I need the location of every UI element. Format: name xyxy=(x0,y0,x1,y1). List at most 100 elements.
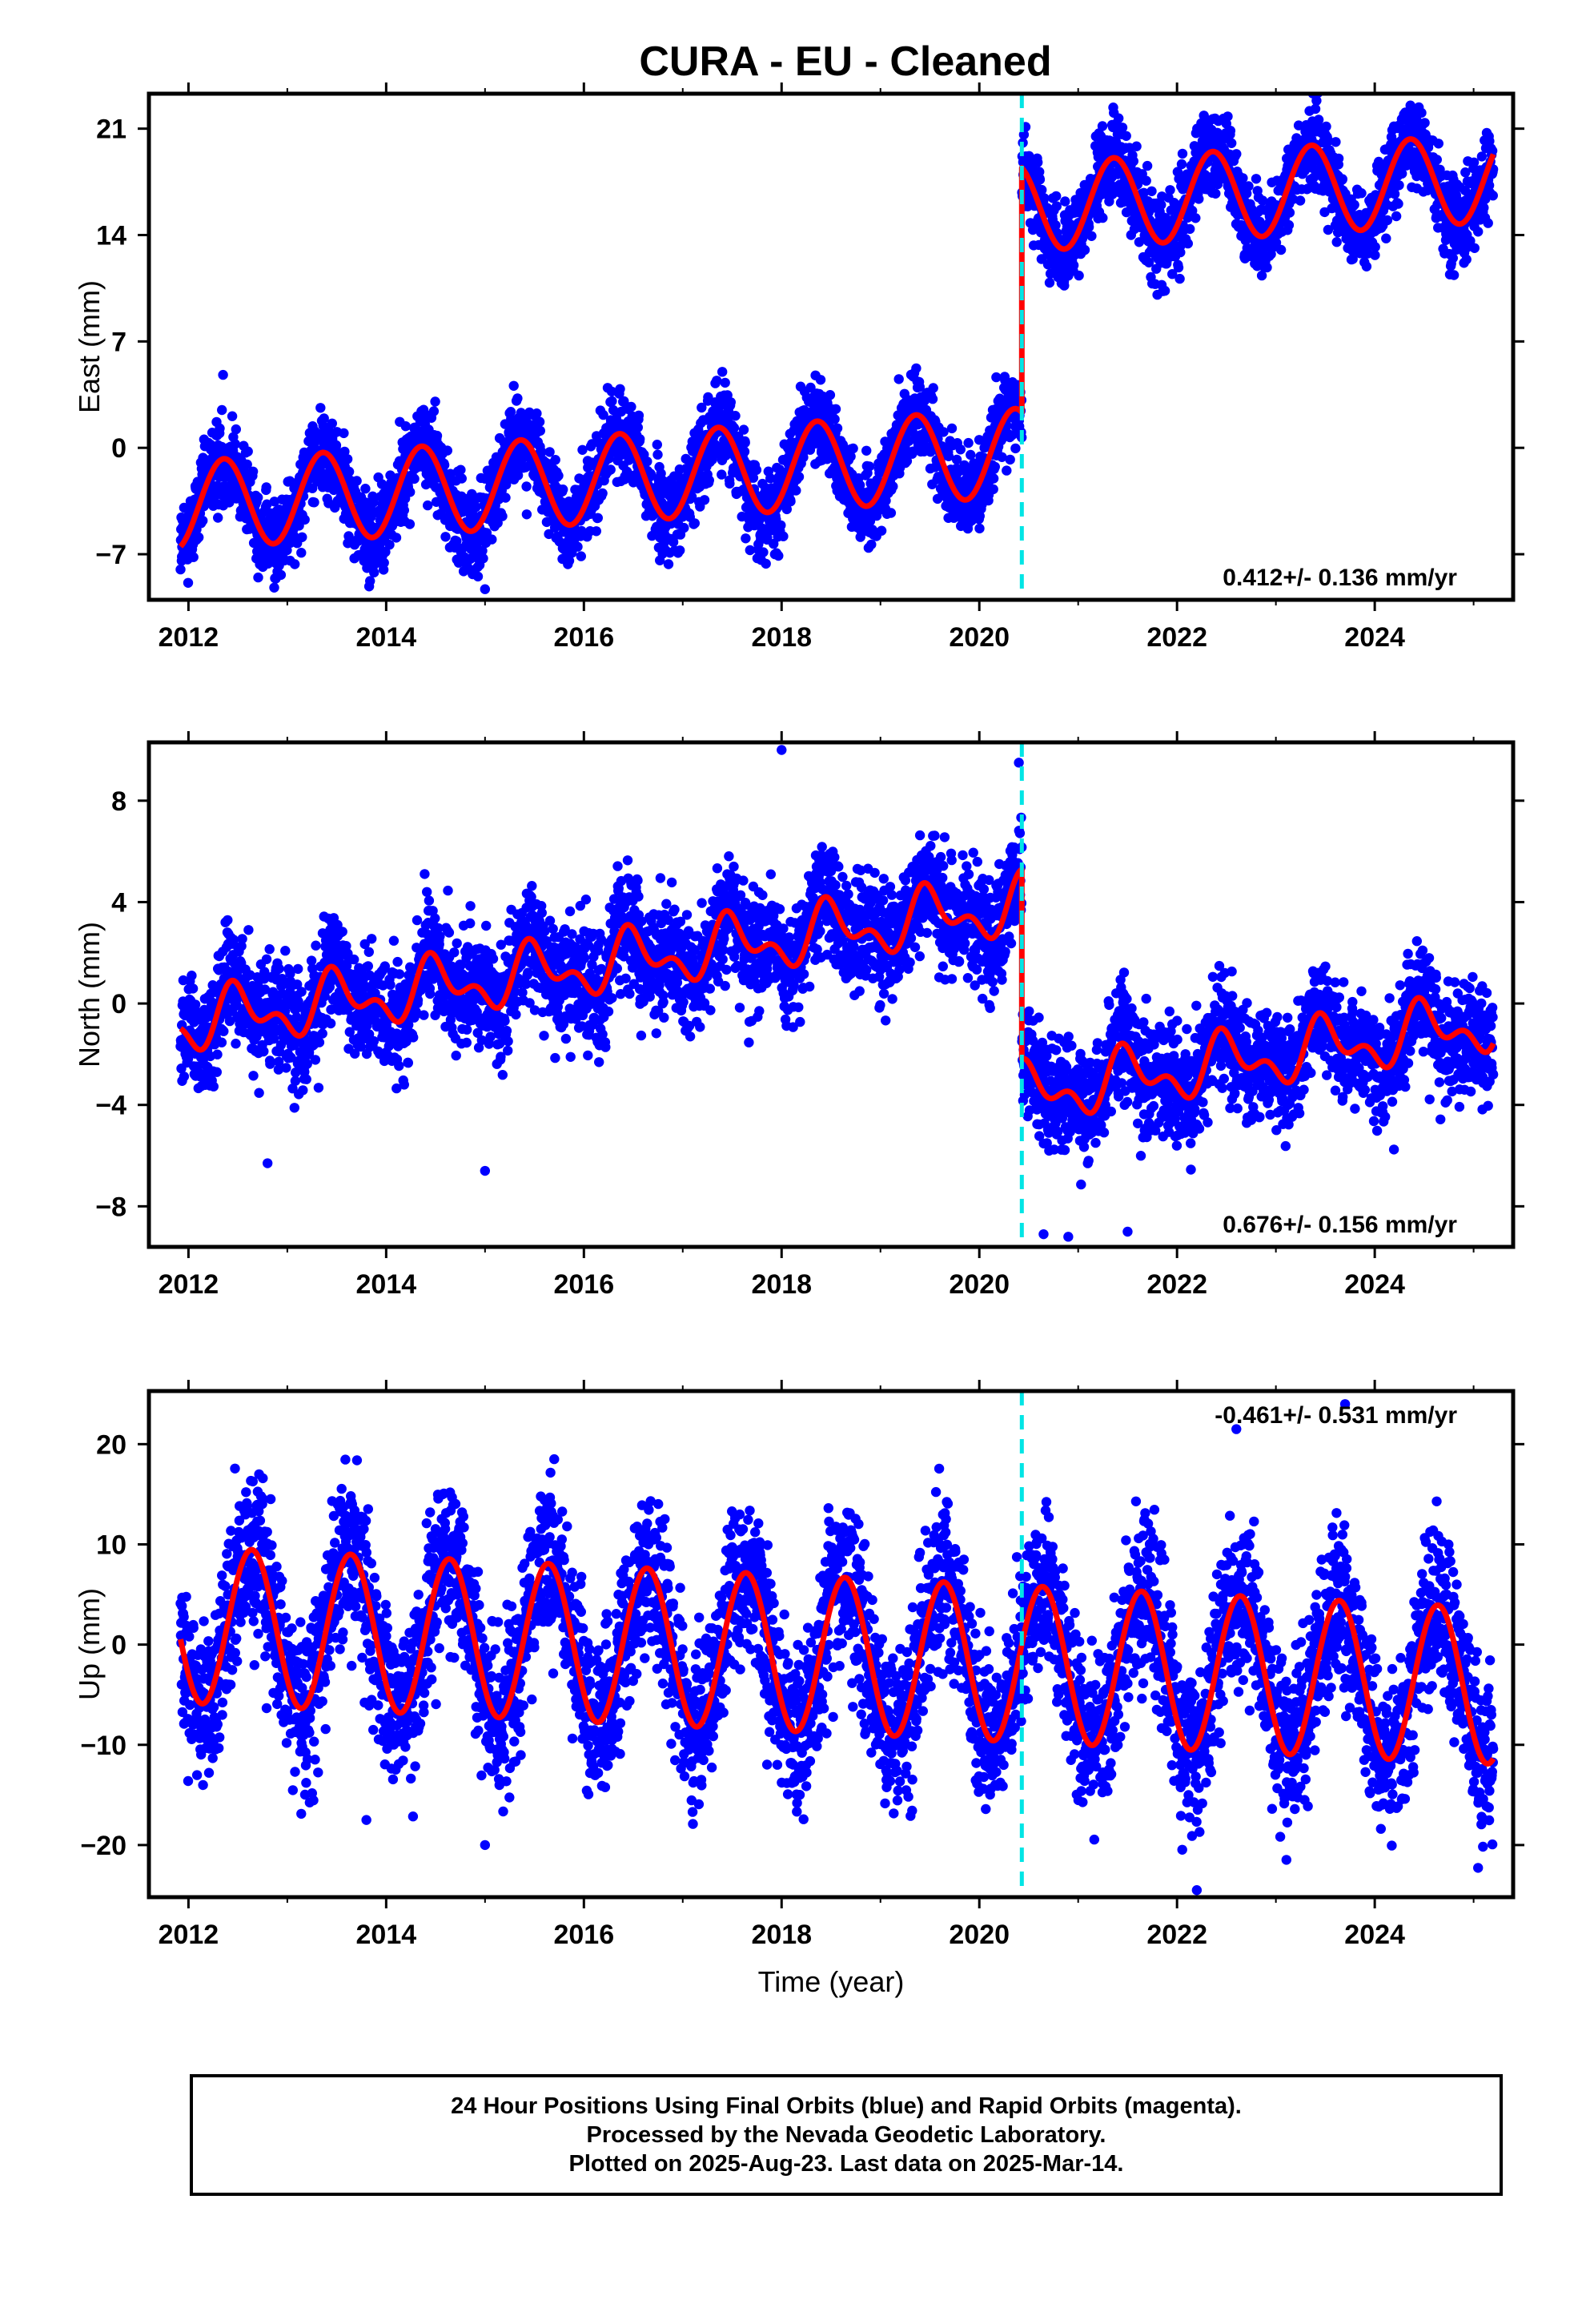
east-data-point xyxy=(297,532,307,542)
east-data-point xyxy=(974,523,985,534)
east-data-point xyxy=(1225,126,1236,136)
east-data-point xyxy=(1068,260,1079,271)
east-data-point xyxy=(380,547,391,557)
east-data-point xyxy=(825,390,836,400)
east-data-point xyxy=(456,473,467,484)
east-data-point xyxy=(253,572,263,583)
east-data-point xyxy=(829,414,840,424)
east-data-point xyxy=(288,530,299,541)
east-data-point xyxy=(1079,244,1090,255)
east-data-point xyxy=(269,497,279,507)
east-data-point xyxy=(183,577,194,588)
east-outlier-point xyxy=(1310,103,1321,115)
east-data-point xyxy=(262,499,272,509)
east-data-point xyxy=(704,475,714,485)
east-data-point xyxy=(227,411,238,421)
east-data-point xyxy=(1389,189,1400,199)
east-data-point xyxy=(1331,237,1342,247)
east-data-point xyxy=(652,440,662,450)
east-data-point xyxy=(911,363,921,374)
east-data-point xyxy=(1121,131,1131,141)
east-data-point xyxy=(1159,285,1170,296)
east-data-point xyxy=(866,539,877,550)
east-data-point xyxy=(351,476,362,486)
north-data-point xyxy=(179,1072,190,1082)
east-data-point xyxy=(793,472,805,482)
east-data-point xyxy=(1321,121,1331,132)
east-data-point xyxy=(379,557,389,568)
east-data-point xyxy=(689,518,700,529)
east-data-point xyxy=(725,478,735,489)
east-data-point xyxy=(290,559,300,569)
east-data-point xyxy=(888,481,898,492)
east-data-point xyxy=(428,406,440,416)
east-data-point xyxy=(652,449,663,460)
east-data-point xyxy=(591,526,601,537)
east-data-point xyxy=(194,532,204,543)
east-data-point xyxy=(1461,254,1472,265)
east-data-point xyxy=(1283,219,1295,231)
east-data-point xyxy=(501,480,512,490)
east-data-point xyxy=(1194,194,1204,204)
east-data-point xyxy=(1097,121,1108,131)
east-data-point xyxy=(861,445,872,456)
east-data-point xyxy=(1284,207,1295,218)
east-data-point xyxy=(1146,186,1157,196)
east-data-point xyxy=(699,495,710,505)
east-data-point xyxy=(597,488,608,499)
east-data-point xyxy=(1231,149,1242,159)
east-data-point xyxy=(231,424,241,435)
east-x-tick-label: 2024 xyxy=(1344,622,1405,653)
east-data-point xyxy=(712,376,722,386)
east-x-tick-label: 2018 xyxy=(751,622,812,653)
east-data-point xyxy=(633,410,644,420)
east-data-point xyxy=(175,564,186,575)
east-data-point xyxy=(1005,454,1015,465)
east-data-point xyxy=(544,529,554,540)
east-data-point xyxy=(830,404,841,414)
east-outlier-point xyxy=(480,584,491,594)
east-data-point xyxy=(675,545,685,556)
east-data-point xyxy=(632,422,643,432)
east-data-point xyxy=(615,384,625,394)
east-data-point xyxy=(635,434,645,444)
east-data-point xyxy=(299,514,310,525)
east-data-point xyxy=(369,567,379,578)
east-data-point xyxy=(497,511,508,521)
east-data-point xyxy=(1262,262,1272,273)
east-data-point xyxy=(876,525,887,536)
east-data-point xyxy=(1176,159,1187,170)
east-data-point xyxy=(1156,199,1166,210)
east-data-point xyxy=(440,532,451,542)
figure-title: CURA - EU - Cleaned xyxy=(639,38,1051,85)
east-data-point xyxy=(1114,113,1124,123)
east-data-point xyxy=(1433,139,1444,149)
east-data-point xyxy=(230,439,240,449)
east-data-point xyxy=(360,484,371,494)
east-data-point xyxy=(1211,188,1221,199)
east-data-point xyxy=(668,537,679,548)
east-data-point xyxy=(342,454,353,464)
east-data-point xyxy=(576,551,586,561)
east-data-point xyxy=(296,548,307,558)
east-y-tick-label: −7 xyxy=(95,540,126,570)
east-data-point xyxy=(832,423,843,433)
east-data-point xyxy=(741,533,751,544)
east-data-point xyxy=(331,440,342,451)
east-data-point xyxy=(729,423,740,433)
east-data-point xyxy=(1382,215,1393,226)
east-data-point xyxy=(309,497,319,508)
east-data-point xyxy=(553,470,564,481)
east-data-point xyxy=(1142,160,1153,171)
east-data-point xyxy=(1431,155,1443,165)
east-data-point xyxy=(663,559,674,569)
east-data-point xyxy=(1173,262,1184,273)
east-data-point xyxy=(1251,174,1262,184)
east-data-point xyxy=(1033,157,1043,167)
east-data-point xyxy=(536,447,547,457)
east-data-point xyxy=(343,466,355,477)
east-data-point xyxy=(1370,242,1380,252)
east-data-point xyxy=(409,473,420,485)
east-data-point xyxy=(327,418,337,428)
east-data-point xyxy=(730,411,741,421)
